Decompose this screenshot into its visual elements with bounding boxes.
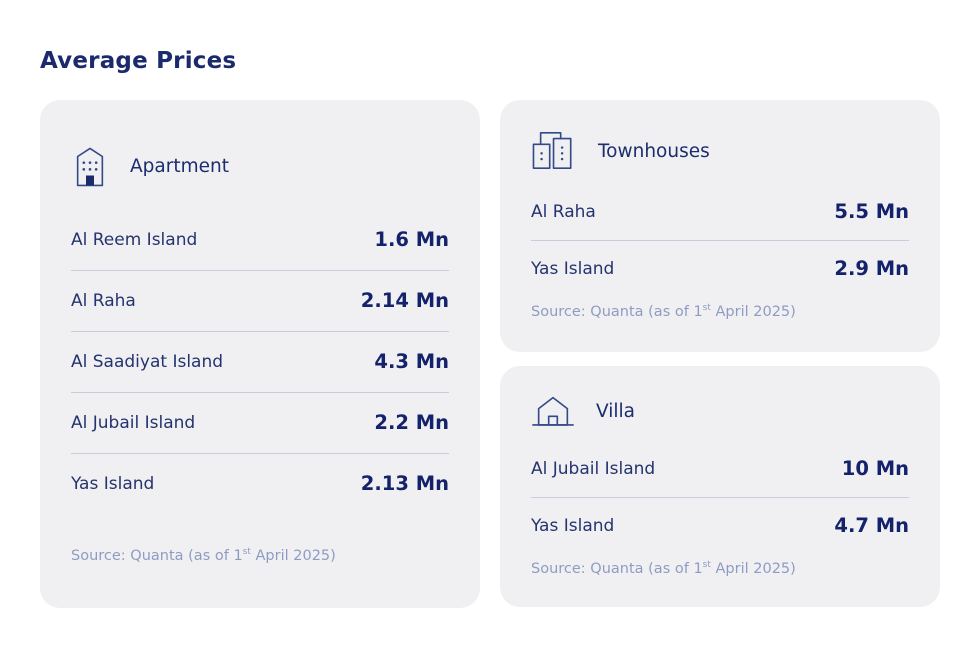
source-text: Source: Quanta (as of 1 (71, 547, 243, 564)
source-superscript: st (702, 303, 711, 313)
area-label: Yas Island (531, 258, 615, 279)
townhouses-card-title: Townhouses (598, 140, 710, 162)
price-value: 2.13 Mn (360, 472, 449, 495)
table-row: Yas Island 2.13 Mn (71, 454, 449, 514)
table-row: Al Reem Island 1.6 Mn (71, 210, 449, 271)
price-value: 4.7 Mn (834, 514, 909, 537)
area-label: Al Raha (71, 290, 136, 311)
price-value: 2.9 Mn (834, 257, 909, 280)
source-text: Source: Quanta (as of 1 (531, 303, 703, 320)
source-rest: April 2025) (710, 303, 796, 320)
source-text: Source: Quanta (as of 1 (531, 560, 703, 577)
source-superscript: st (702, 560, 711, 570)
table-row: Al Jubail Island 2.2 Mn (71, 393, 449, 454)
apartment-building-icon (71, 144, 109, 188)
right-column: Townhouses Al Raha 5.5 Mn Yas Island 2.9… (500, 100, 940, 608)
price-value: 5.5 Mn (834, 200, 909, 223)
source-note: Source: Quanta (as of 1st April 2025) (531, 303, 909, 320)
apartment-card: Apartment Al Reem Island 1.6 Mn Al Raha … (40, 100, 480, 608)
area-label: Yas Island (71, 473, 155, 494)
villa-card: Villa Al Jubail Island 10 Mn Yas Island … (500, 366, 940, 607)
villa-card-header: Villa (531, 394, 909, 429)
villa-house-icon (531, 394, 575, 429)
area-label: Al Raha (531, 201, 596, 222)
townhouses-card: Townhouses Al Raha 5.5 Mn Yas Island 2.9… (500, 100, 940, 352)
area-label: Al Jubail Island (531, 458, 656, 479)
source-note: Source: Quanta (as of 1st April 2025) (531, 560, 909, 577)
source-rest: April 2025) (710, 560, 796, 577)
source-superscript: st (242, 547, 251, 557)
table-row: Al Raha 5.5 Mn (531, 184, 909, 241)
table-row: Al Saadiyat Island 4.3 Mn (71, 332, 449, 393)
apartment-rows: Al Reem Island 1.6 Mn Al Raha 2.14 Mn Al… (71, 210, 449, 514)
price-value: 2.14 Mn (360, 289, 449, 312)
average-prices-panel: Average Prices (40, 48, 940, 608)
source-rest: April 2025) (250, 547, 336, 564)
area-label: Yas Island (531, 515, 615, 536)
area-label: Al Jubail Island (71, 412, 196, 433)
source-note: Source: Quanta (as of 1st April 2025) (71, 547, 449, 564)
apartment-card-header: Apartment (71, 144, 449, 188)
price-value: 1.6 Mn (374, 228, 449, 251)
table-row: Al Raha 2.14 Mn (71, 271, 449, 332)
apartment-card-title: Apartment (130, 155, 229, 177)
price-value: 2.2 Mn (374, 411, 449, 434)
townhouses-icon (531, 130, 577, 172)
villa-rows: Al Jubail Island 10 Mn Yas Island 4.7 Mn (531, 441, 909, 554)
villa-card-title: Villa (596, 401, 636, 422)
left-column: Apartment Al Reem Island 1.6 Mn Al Raha … (40, 100, 480, 608)
table-row: Yas Island 2.9 Mn (531, 241, 909, 297)
townhouses-rows: Al Raha 5.5 Mn Yas Island 2.9 Mn (531, 184, 909, 297)
price-value: 10 Mn (841, 457, 909, 480)
page-title: Average Prices (40, 48, 237, 74)
area-label: Al Saadiyat Island (71, 351, 224, 372)
townhouses-card-header: Townhouses (531, 130, 909, 172)
cards-grid: Apartment Al Reem Island 1.6 Mn Al Raha … (40, 100, 940, 608)
table-row: Al Jubail Island 10 Mn (531, 441, 909, 498)
table-row: Yas Island 4.7 Mn (531, 498, 909, 554)
price-value: 4.3 Mn (374, 350, 449, 373)
area-label: Al Reem Island (71, 229, 198, 250)
